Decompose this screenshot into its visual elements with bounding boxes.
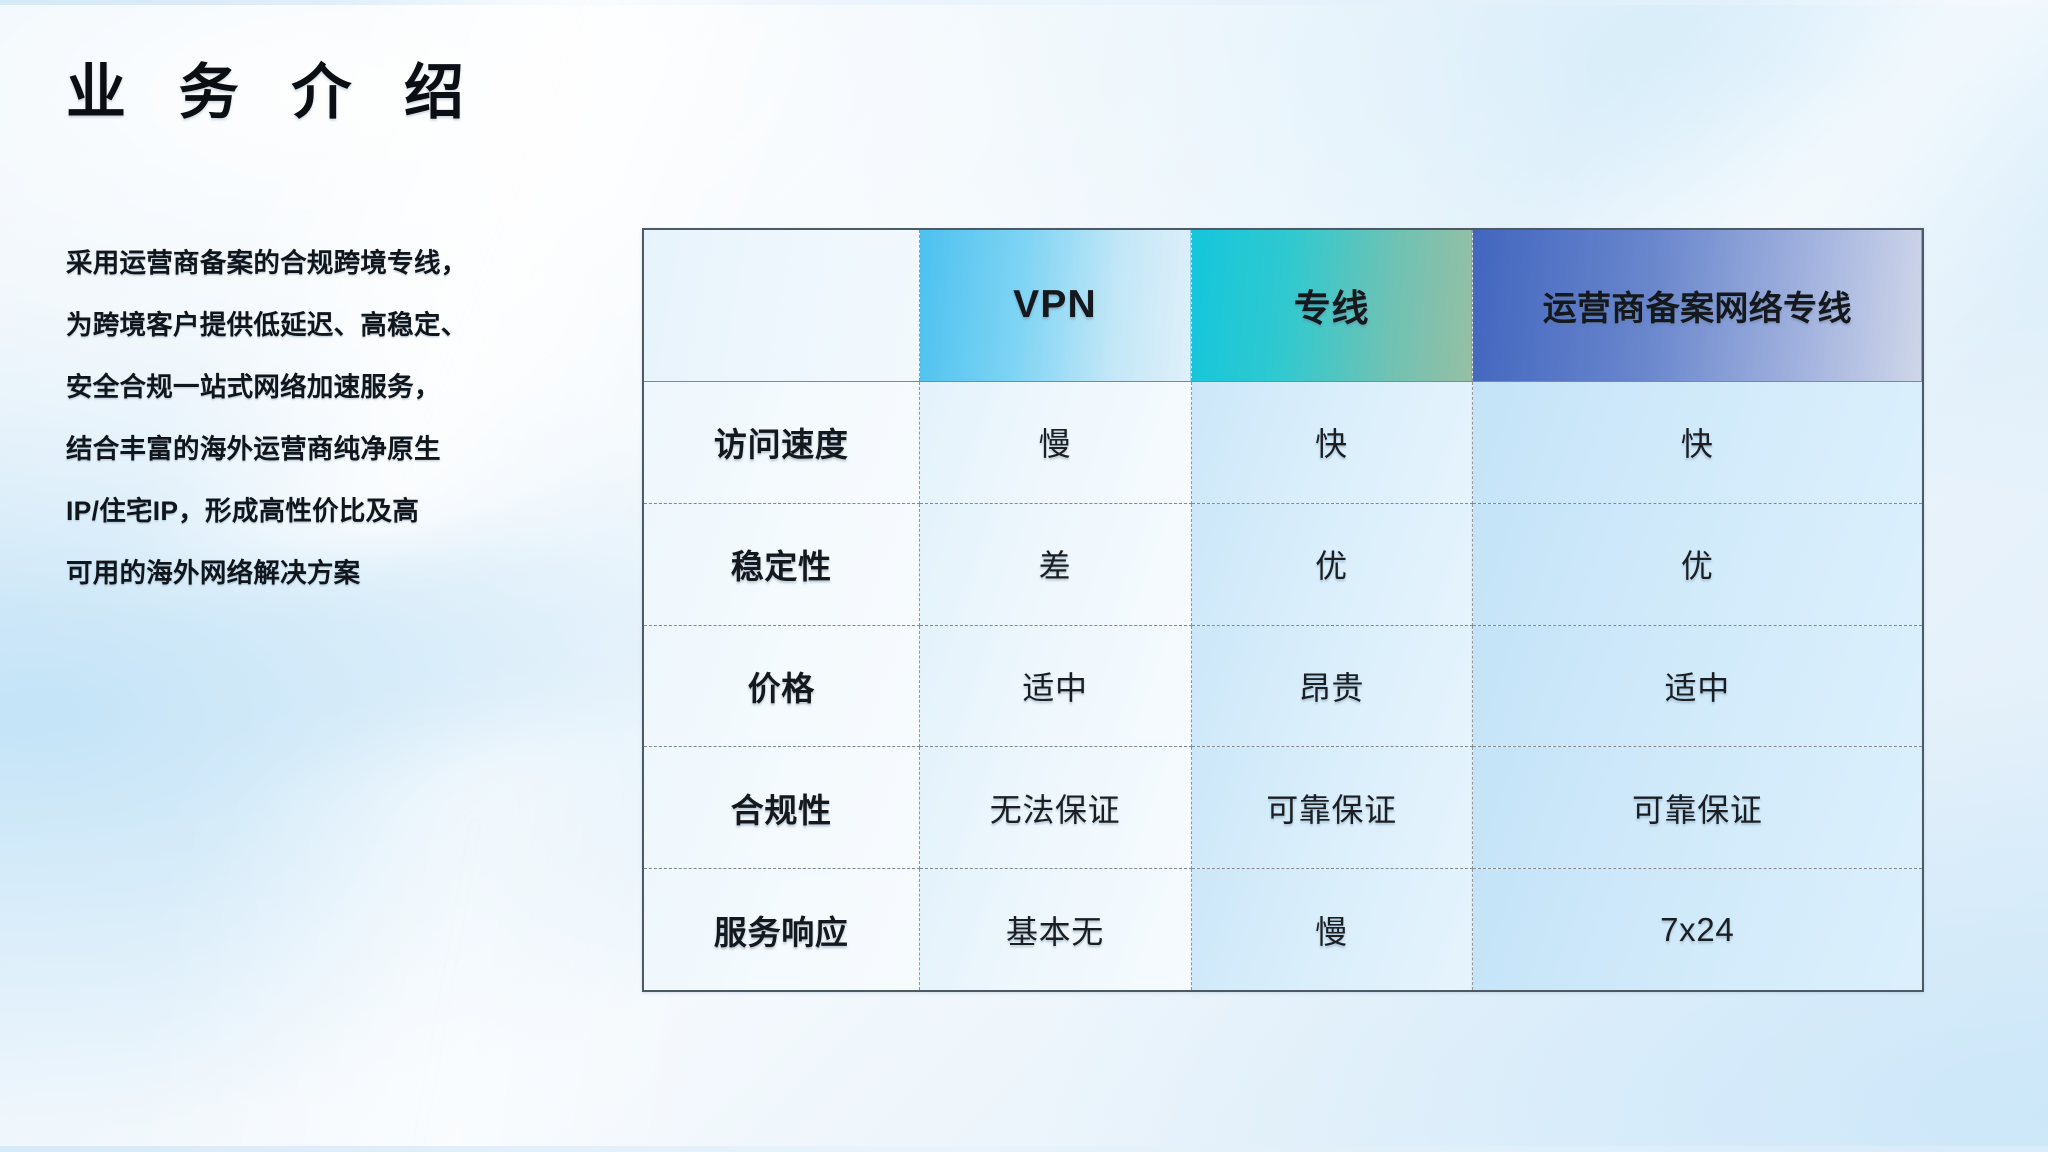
table-row: 合规性 无法保证 可靠保证 可靠保证 bbox=[644, 746, 1922, 870]
cell-value: 适中 bbox=[1664, 669, 1730, 706]
cell-value: 差 bbox=[1038, 548, 1072, 585]
table-header-row: VPN 专线 运营商备案网络专线 bbox=[644, 230, 1922, 382]
cell-value: 基本无 bbox=[1006, 913, 1104, 950]
intro-line: 结合丰富的海外运营商纯净原生 bbox=[66, 434, 441, 464]
cell-value: 慢 bbox=[1315, 913, 1348, 950]
row-label-cell: 合规性 bbox=[644, 746, 920, 870]
page-title: 业 务 介 绍 bbox=[66, 59, 483, 126]
header-label-vpn: VPN bbox=[1013, 283, 1097, 327]
header-label-dedicated-line: 专线 bbox=[1293, 288, 1370, 330]
cell-operator-line: 7x24 bbox=[1472, 868, 1922, 990]
table-row: 稳定性 差 优 优 bbox=[644, 503, 1922, 626]
cell-dedicated-line: 优 bbox=[1191, 503, 1473, 626]
row-label-cell: 稳定性 bbox=[644, 503, 920, 626]
row-label: 服务响应 bbox=[713, 913, 849, 951]
comparison-table-container: VPN 专线 运营商备案网络专线 访问速度 慢 bbox=[642, 228, 1924, 992]
cell-vpn: 适中 bbox=[919, 625, 1192, 748]
bottom-edge-highlight bbox=[0, 1146, 2048, 1152]
cell-value: 慢 bbox=[1038, 426, 1072, 463]
cell-value: 7x24 bbox=[1660, 910, 1735, 948]
cell-dedicated-line: 慢 bbox=[1191, 868, 1473, 990]
cell-vpn: 慢 bbox=[919, 381, 1192, 504]
cell-operator-line: 可靠保证 bbox=[1472, 746, 1922, 870]
table-row: 访问速度 慢 快 快 bbox=[644, 381, 1922, 504]
cell-value: 无法保证 bbox=[989, 791, 1121, 828]
cell-vpn: 无法保证 bbox=[919, 746, 1192, 870]
header-cell-dedicated-line: 专线 bbox=[1191, 230, 1473, 382]
header-label-operator-line: 运营商备案网络专线 bbox=[1542, 289, 1852, 328]
intro-line: 为跨境客户提供低延迟、高稳定、 bbox=[66, 310, 468, 340]
row-label: 访问速度 bbox=[713, 426, 849, 464]
row-label-cell: 访问速度 bbox=[644, 381, 920, 504]
intro-line: 采用运营商备案的合规跨境专线， bbox=[66, 248, 468, 278]
cell-vpn: 差 bbox=[919, 503, 1192, 626]
table-row: 价格 适中 昂贵 适中 bbox=[644, 625, 1922, 748]
cell-value: 快 bbox=[1680, 426, 1714, 463]
comparison-table: VPN 专线 运营商备案网络专线 访问速度 慢 bbox=[644, 230, 1922, 990]
cell-dedicated-line: 可靠保证 bbox=[1191, 746, 1473, 870]
header-cell-operator-line: 运营商备案网络专线 bbox=[1472, 230, 1922, 382]
cell-value: 快 bbox=[1315, 426, 1348, 463]
cell-value: 适中 bbox=[1022, 669, 1088, 706]
cell-operator-line: 适中 bbox=[1472, 625, 1922, 748]
intro-line: 安全合规一站式网络加速服务， bbox=[66, 372, 441, 402]
cell-value: 昂贵 bbox=[1298, 669, 1365, 706]
table-row: 服务响应 基本无 慢 7x24 bbox=[644, 868, 1922, 990]
intro-paragraph: 采用运营商备案的合规跨境专线， 为跨境客户提供低延迟、高稳定、 安全合规一站式网… bbox=[66, 232, 626, 604]
cell-vpn: 基本无 bbox=[919, 868, 1192, 990]
intro-line: 可用的海外网络解决方案 bbox=[66, 558, 361, 588]
cell-dedicated-line: 快 bbox=[1191, 381, 1473, 504]
cell-dedicated-line: 昂贵 bbox=[1191, 625, 1473, 748]
cell-operator-line: 优 bbox=[1472, 503, 1922, 626]
cell-operator-line: 快 bbox=[1472, 381, 1922, 504]
top-edge-highlight bbox=[0, 0, 2048, 5]
header-cell-vpn: VPN bbox=[919, 230, 1192, 382]
cell-value: 优 bbox=[1680, 548, 1714, 585]
row-label-cell: 服务响应 bbox=[644, 868, 920, 990]
cell-value: 优 bbox=[1315, 548, 1348, 585]
row-label-cell: 价格 bbox=[644, 625, 920, 748]
row-label: 价格 bbox=[747, 669, 815, 707]
cell-value: 可靠保证 bbox=[1266, 791, 1397, 828]
cell-value: 可靠保证 bbox=[1631, 791, 1763, 828]
header-cell-blank bbox=[644, 230, 920, 382]
row-label: 稳定性 bbox=[730, 548, 832, 586]
row-label: 合规性 bbox=[730, 791, 832, 829]
intro-line: IP/住宅IP，形成高性价比及高 bbox=[66, 496, 420, 526]
